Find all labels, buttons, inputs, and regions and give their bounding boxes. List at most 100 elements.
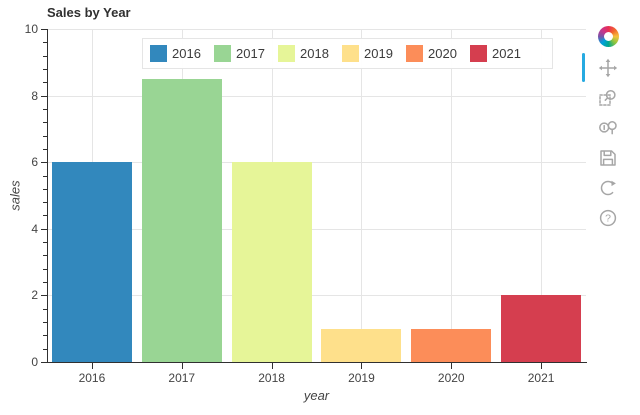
x-major-tick <box>451 363 453 369</box>
y-gridline <box>47 228 586 230</box>
y-minor-tick <box>43 202 47 204</box>
y-minor-tick <box>43 268 47 270</box>
bokeh-logo-icon[interactable] <box>597 26 619 47</box>
y-major-tick <box>41 29 47 30</box>
legend-swatch <box>406 45 423 62</box>
x-tick-label: 2020 <box>437 371 465 385</box>
y-minor-tick <box>43 255 47 257</box>
x-major-tick <box>271 363 273 369</box>
y-minor-tick <box>43 242 47 244</box>
toolbar: ? <box>590 26 626 232</box>
reset-tool-button[interactable] <box>594 174 622 202</box>
legend-swatch <box>342 45 359 62</box>
y-minor-tick <box>43 68 47 70</box>
y-minor-tick <box>43 348 47 350</box>
y-tick-label: 10 <box>24 22 38 36</box>
active-tool-indicator <box>582 53 585 82</box>
legend-entry-2016: 2016 <box>150 45 214 62</box>
bar-2020 <box>411 328 492 362</box>
bar-2021 <box>501 295 582 362</box>
y-minor-tick <box>43 148 47 150</box>
legend-entry-2021: 2021 <box>470 45 534 62</box>
bar-2017 <box>141 78 222 362</box>
y-minor-tick <box>43 335 47 337</box>
y-tick-label: 6 <box>31 155 38 170</box>
legend-entry-2019: 2019 <box>342 45 406 62</box>
box-zoom-tool-button[interactable] <box>594 84 622 112</box>
y-tick-label: 4 <box>31 221 38 236</box>
x-gridline <box>361 29 363 362</box>
box-zoom-icon <box>599 89 616 106</box>
x-tick-label: 2021 <box>527 371 555 385</box>
x-gridline <box>541 29 543 362</box>
legend-swatch <box>470 45 487 62</box>
legend-label: 2017 <box>236 46 265 61</box>
y-major-tick <box>41 295 47 297</box>
x-major-tick <box>181 363 183 369</box>
x-tick-label: 2017 <box>168 371 196 385</box>
plot-area[interactable] <box>47 29 586 362</box>
x-tick-label: 2019 <box>348 371 375 385</box>
y-minor-tick <box>43 82 47 84</box>
y-gridline <box>47 29 586 30</box>
chart-title: Sales by Year <box>47 5 131 20</box>
legend-label: 2021 <box>492 46 521 61</box>
y-minor-tick <box>43 42 47 44</box>
y-major-tick <box>41 162 47 164</box>
x-major-tick <box>91 363 93 369</box>
y-axis-title: sales <box>7 180 23 211</box>
x-major-tick <box>361 363 363 369</box>
help-icon: ? <box>599 209 617 227</box>
y-minor-tick <box>43 55 47 57</box>
pan-tool-button[interactable] <box>594 54 622 82</box>
y-major-tick <box>41 95 47 97</box>
save-tool-button[interactable] <box>594 144 622 172</box>
bar-2016 <box>51 162 132 362</box>
y-minor-tick <box>43 188 47 190</box>
legend-entry-2018: 2018 <box>278 45 342 62</box>
y-axis-line <box>47 29 48 362</box>
reset-icon <box>600 180 616 196</box>
x-tick-label: 2016 <box>78 371 106 385</box>
y-minor-tick <box>43 122 47 124</box>
legend-entry-2020: 2020 <box>406 45 470 62</box>
svg-text:?: ? <box>605 213 611 225</box>
y-minor-tick <box>43 282 47 284</box>
y-minor-tick <box>43 108 47 110</box>
legend-label: 2016 <box>172 46 201 61</box>
legend-swatch <box>150 45 167 62</box>
x-tick-label: 2018 <box>258 371 285 385</box>
y-minor-tick <box>43 322 47 324</box>
y-minor-tick <box>43 175 47 177</box>
bar-2018 <box>231 162 312 362</box>
legend-label: 2019 <box>364 46 393 61</box>
y-tick-label: 0 <box>31 355 38 369</box>
wheel-zoom-icon <box>599 121 617 135</box>
y-minor-tick <box>43 135 47 137</box>
legend-entry-2017: 2017 <box>214 45 278 62</box>
legend-label: 2018 <box>300 46 329 61</box>
y-minor-tick <box>43 215 47 217</box>
save-icon <box>600 150 616 166</box>
y-gridline <box>47 95 586 97</box>
legend-swatch <box>278 45 295 62</box>
legend-swatch <box>214 45 231 62</box>
bar-2019 <box>321 328 402 362</box>
pan-icon <box>598 58 618 78</box>
y-minor-tick <box>43 308 47 310</box>
help-tool-button[interactable]: ? <box>594 204 622 232</box>
y-gridline <box>47 295 586 297</box>
x-major-tick <box>541 363 543 369</box>
y-tick-label: 2 <box>31 288 38 303</box>
y-major-tick <box>41 362 47 363</box>
y-major-tick <box>41 228 47 230</box>
wheel-zoom-tool-button[interactable] <box>594 114 622 142</box>
x-gridline <box>451 29 453 362</box>
y-gridline <box>47 162 586 164</box>
legend-label: 2020 <box>428 46 457 61</box>
y-tick-label: 8 <box>31 88 38 103</box>
x-axis-line <box>47 362 587 363</box>
x-axis-title: year <box>303 388 330 403</box>
legend: 2016 2017 2018 2019 2020 2021 <box>142 38 553 69</box>
